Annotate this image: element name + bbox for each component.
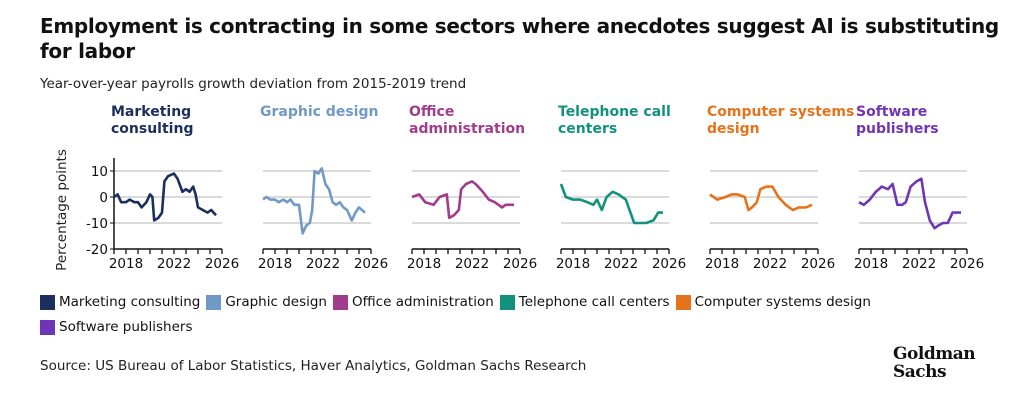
- logo-line-1: Goldman: [893, 344, 976, 364]
- x-tick-label: 2026: [652, 256, 686, 272]
- x-tick-label: 2022: [157, 256, 191, 272]
- legend-swatch: [40, 320, 55, 335]
- legend-label: Marketing consulting: [59, 294, 201, 310]
- x-tick-label: 2022: [902, 256, 936, 272]
- panel-title: Software: [856, 104, 927, 120]
- legend-item: Software publishers: [40, 317, 192, 338]
- series-line: [559, 183, 663, 225]
- panel-title: administration: [409, 121, 525, 137]
- series-line: [262, 167, 366, 235]
- x-tick-label: 2022: [306, 256, 340, 272]
- legend-item: Marketing consulting: [40, 292, 200, 313]
- legend-item: Computer systems design: [675, 292, 871, 313]
- x-tick-label: 2022: [455, 256, 489, 272]
- panel-title: Marketing: [111, 104, 191, 120]
- x-tick-label: 2026: [354, 256, 388, 272]
- x-tick-label: 2018: [258, 256, 292, 272]
- legend-swatch: [675, 295, 691, 310]
- legend-item: Graphic design: [206, 292, 327, 313]
- legend-label: Software publishers: [59, 319, 193, 335]
- x-tick-label: 2018: [854, 256, 888, 272]
- logo-line-2: Sachs: [893, 362, 947, 382]
- y-tick-label: -20: [86, 242, 108, 258]
- series-line: [411, 180, 514, 220]
- legend-label: Office administration: [352, 294, 494, 310]
- series-line: [709, 185, 813, 212]
- panel-title: publishers: [856, 121, 939, 137]
- legend-swatch: [499, 295, 515, 310]
- panel-title: Computer systems: [707, 104, 854, 120]
- x-tick-label: 2026: [503, 256, 537, 272]
- y-tick-label: -10: [86, 216, 108, 232]
- source-note: Source: US Bureau of Labor Statistics, H…: [40, 358, 587, 374]
- goldman-sachs-logo: Goldman Sachs: [893, 344, 976, 382]
- panel-title: Office: [409, 104, 454, 120]
- x-tick-label: 2022: [604, 256, 638, 272]
- x-tick-label: 2026: [801, 256, 835, 272]
- legend-label: Computer systems design: [694, 294, 871, 310]
- legend-swatch: [206, 295, 222, 310]
- panel-title: Graphic design: [260, 104, 378, 120]
- legend-label: Graphic design: [225, 294, 327, 310]
- legend-swatch: [333, 295, 348, 310]
- x-tick-label: 2018: [407, 256, 441, 272]
- panel-title: Telephone call: [558, 104, 671, 120]
- legend-item: Office administration: [333, 292, 494, 313]
- panel-title: design: [707, 121, 760, 137]
- legend-swatch: [40, 295, 55, 310]
- series-line: [113, 172, 217, 222]
- x-tick-label: 2026: [205, 256, 239, 272]
- series-line: [858, 177, 961, 230]
- legend: Marketing consulting Graphic design Office…: [40, 292, 940, 342]
- x-tick-label: 2018: [556, 256, 590, 272]
- panel-title: centers: [558, 121, 617, 137]
- x-tick-label: 2018: [705, 256, 739, 272]
- x-tick-label: 2018: [109, 256, 143, 272]
- panel-title: consulting: [111, 121, 193, 137]
- x-tick-label: 2022: [753, 256, 787, 272]
- legend-label: Telephone call centers: [518, 294, 670, 310]
- panel-graphic-design: Graphic design 2018 2022 2026: [258, 104, 388, 272]
- chart-subtitle: Year-over-year payrolls growth deviation…: [40, 76, 467, 92]
- x-tick-label: 2026: [950, 256, 984, 272]
- y-tick-label: 0: [99, 190, 108, 206]
- y-tick-label: 10: [91, 164, 108, 180]
- y-axis-label: Percentage points: [54, 149, 70, 271]
- chart-title: Employment is contracting in some sector…: [40, 14, 999, 63]
- legend-item: Telephone call centers: [499, 292, 670, 313]
